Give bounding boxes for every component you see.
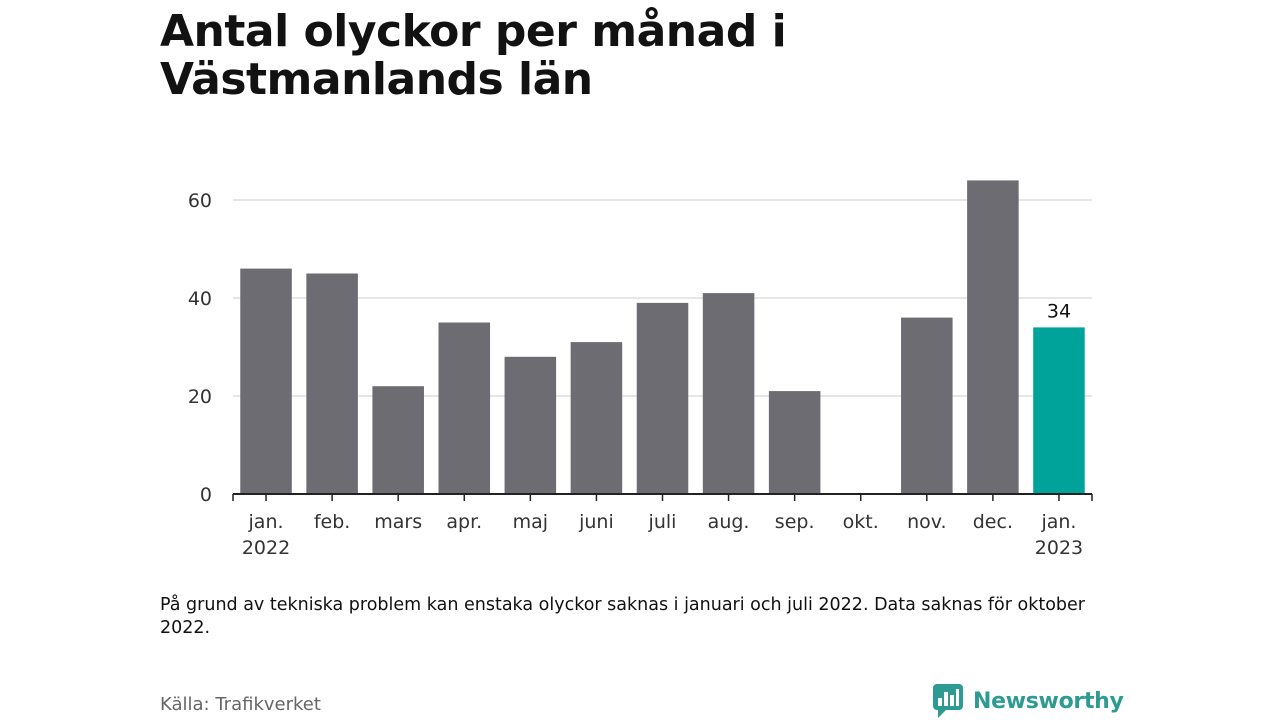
bar [636,302,689,494]
source-text: Källa: Trafikverket [160,694,321,715]
x-tick-label: dec. [973,511,1013,533]
data-labels: 34 [1047,300,1071,322]
bar [306,273,358,494]
x-tick-label: juni [578,511,614,533]
y-axis-tick-labels: 0 20 40 60 [188,190,212,506]
bar-chart: 0 20 40 60 jan. 2022 feb. mars apr. maj juni juli a… [188,180,1093,559]
bar [702,293,755,494]
x-axis-tick-labels: jan. 2022 feb. mars apr. maj juni juli aug. sep. o… [242,511,1083,559]
y-tick-label: 0 [200,484,212,506]
x-tick-label: nov. [907,511,946,533]
y-tick-label: 20 [188,386,212,408]
x-tick-label: mars [374,511,422,533]
bar [901,317,953,494]
bar [438,322,491,494]
x-tick-label: aug. [708,511,750,533]
x-tick-label: sep. [775,511,815,533]
bar [768,391,821,494]
bar [1033,327,1085,494]
x-tick-label: apr. [446,511,482,533]
x-tick-label: jan. 2023 [1035,511,1083,559]
x-tick-label: okt. [843,511,879,533]
data-label: 34 [1047,300,1071,322]
bar [372,386,424,494]
bar [570,342,623,494]
bars [240,180,1085,494]
x-tick-label: juli [648,511,677,533]
x-tick-label: feb. [314,511,350,533]
x-tick-label: maj [513,511,548,533]
y-tick-label: 40 [188,288,212,310]
y-tick-label: 60 [188,190,212,212]
chart-title: Antal olyckor per månad i Västmanlands l… [160,6,787,105]
x-tick-label: jan. 2022 [242,511,290,559]
bar [504,356,557,494]
newsworthy-logo-icon [933,684,963,718]
bar [240,268,292,494]
brand-name: Newsworthy [973,688,1124,714]
brand[interactable]: Newsworthy [932,683,1124,719]
x-axis [232,493,1093,501]
bar [967,180,1019,494]
footnote: På grund av tekniska problem kan enstaka… [160,595,1085,638]
